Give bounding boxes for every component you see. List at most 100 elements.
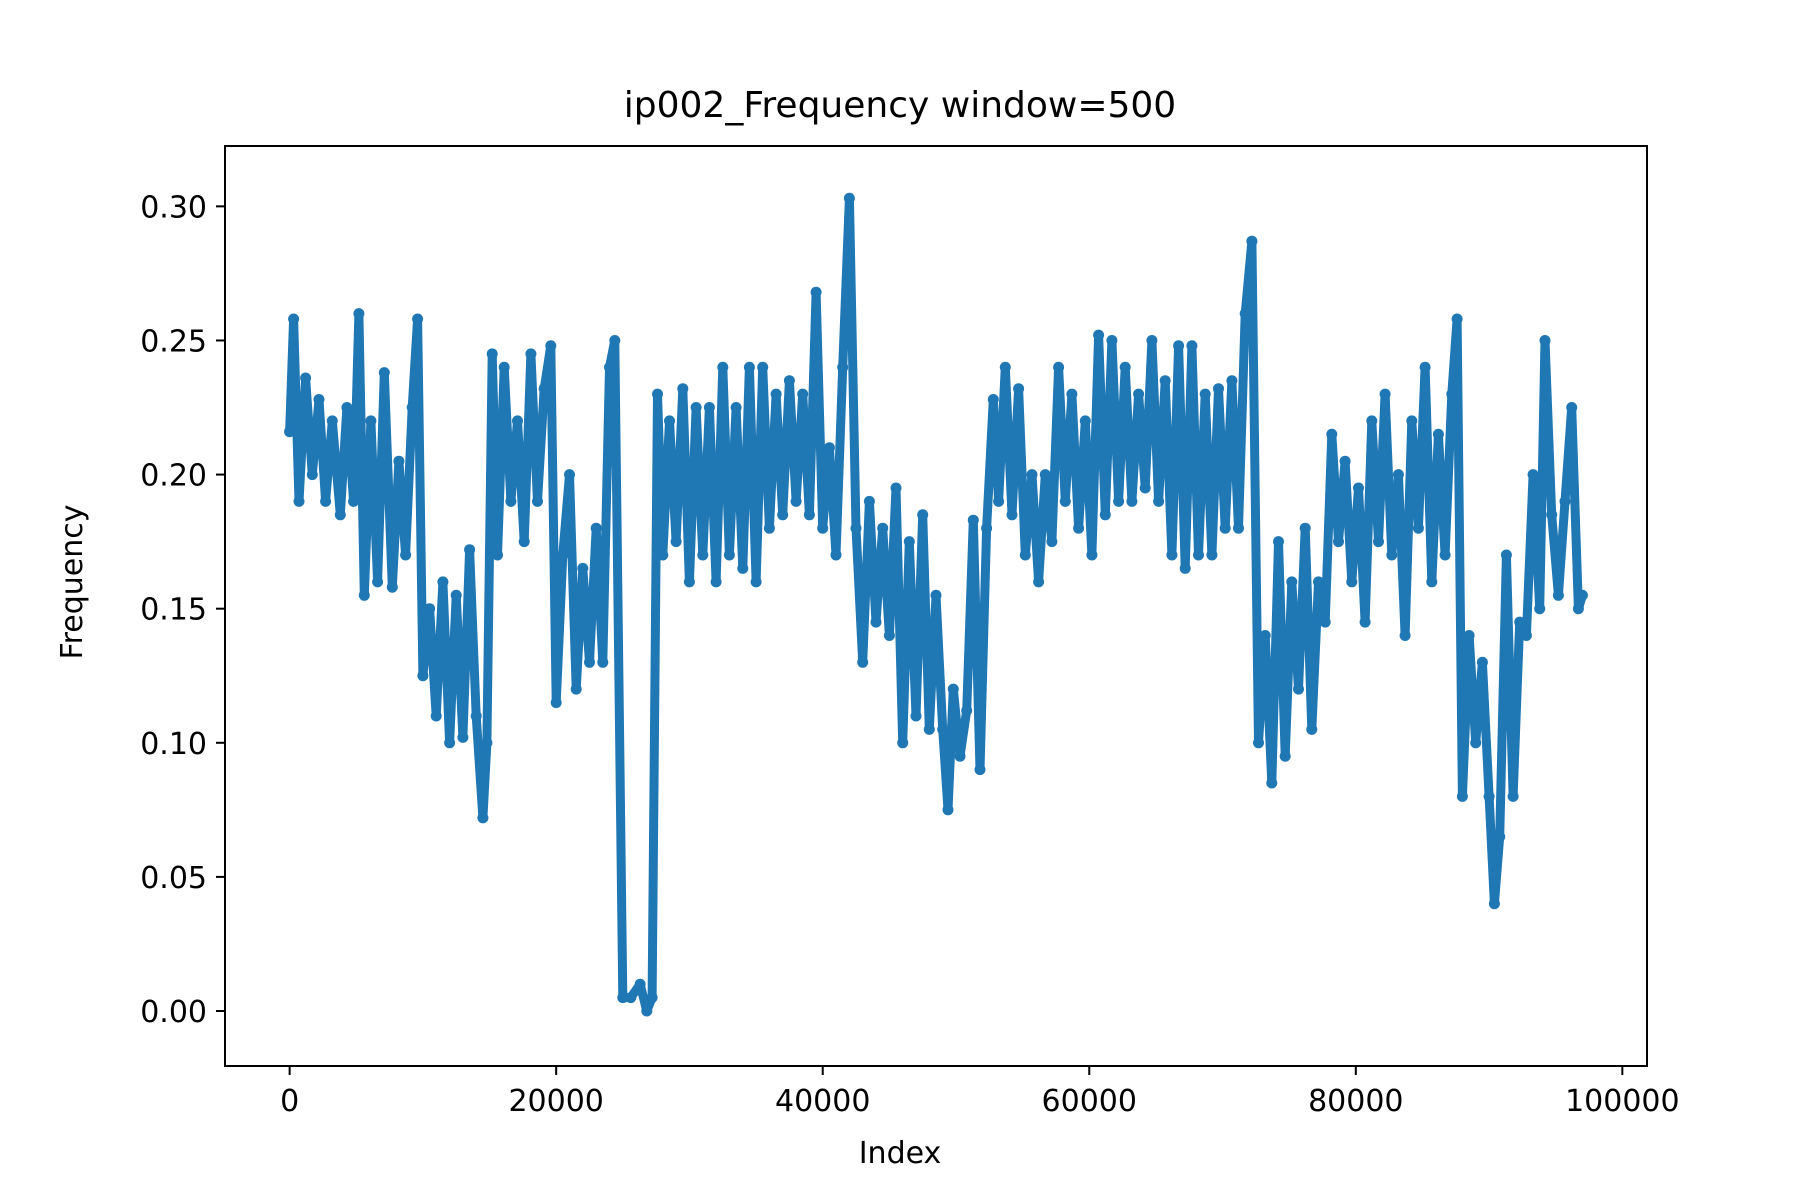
data-point bbox=[657, 549, 669, 561]
y-axis-label: Frequency bbox=[55, 505, 90, 660]
data-point bbox=[1093, 329, 1105, 341]
data-point bbox=[1099, 509, 1111, 521]
data-point bbox=[870, 616, 882, 628]
data-point bbox=[1166, 549, 1178, 561]
data-point bbox=[993, 495, 1005, 507]
data-point bbox=[1126, 495, 1138, 507]
data-point bbox=[1053, 361, 1065, 373]
data-point bbox=[777, 509, 789, 521]
data-point bbox=[353, 308, 365, 320]
data-point bbox=[670, 536, 682, 548]
data-point bbox=[923, 723, 935, 735]
data-point bbox=[492, 549, 503, 561]
chart-title: ip002_Frequency window=500 bbox=[624, 85, 1176, 126]
data-point bbox=[1179, 562, 1191, 574]
data-point bbox=[378, 367, 390, 379]
data-point bbox=[683, 576, 695, 588]
data-series-markers bbox=[284, 192, 1588, 1017]
data-point bbox=[457, 731, 469, 743]
data-point bbox=[1119, 361, 1131, 373]
data-point bbox=[424, 603, 436, 615]
data-point bbox=[1046, 536, 1058, 548]
data-point bbox=[877, 522, 889, 534]
data-point bbox=[1514, 616, 1526, 628]
data-point bbox=[690, 402, 702, 413]
data-point bbox=[1392, 469, 1404, 481]
data-point bbox=[320, 495, 332, 507]
data-point bbox=[817, 522, 829, 534]
data-point bbox=[823, 442, 835, 454]
data-point bbox=[1507, 790, 1519, 802]
data-point bbox=[1073, 522, 1085, 534]
plot-frame bbox=[224, 145, 1648, 1067]
data-point bbox=[697, 549, 709, 561]
data-point bbox=[677, 383, 689, 395]
data-point bbox=[1451, 313, 1463, 325]
data-point bbox=[300, 372, 312, 384]
data-point bbox=[1520, 630, 1532, 641]
data-point bbox=[1059, 495, 1071, 507]
data-point bbox=[730, 402, 742, 413]
data-point bbox=[365, 415, 377, 427]
data-point bbox=[288, 313, 300, 325]
data-point bbox=[1173, 340, 1185, 352]
data-point bbox=[1386, 549, 1398, 561]
data-point bbox=[1193, 549, 1204, 561]
data-point bbox=[1213, 383, 1224, 395]
data-point bbox=[652, 388, 663, 400]
data-point bbox=[584, 656, 595, 668]
data-point bbox=[961, 705, 973, 717]
data-point bbox=[1019, 549, 1031, 561]
data-point bbox=[757, 361, 769, 373]
data-point bbox=[1572, 603, 1584, 615]
data-point bbox=[393, 455, 405, 467]
data-point bbox=[1206, 549, 1218, 561]
data-point bbox=[646, 992, 658, 1004]
data-point bbox=[1470, 737, 1482, 749]
data-point bbox=[803, 509, 815, 521]
data-point bbox=[1219, 522, 1231, 534]
data-point bbox=[634, 978, 646, 990]
data-point bbox=[947, 683, 959, 695]
data-point bbox=[1273, 536, 1284, 548]
data-point bbox=[1293, 683, 1304, 695]
x-tick-label: 20000 bbox=[508, 1084, 603, 1119]
data-point bbox=[1456, 790, 1468, 802]
data-point bbox=[837, 361, 849, 373]
data-point bbox=[512, 415, 523, 427]
data-point bbox=[1566, 402, 1578, 413]
data-point bbox=[577, 562, 589, 574]
data-point bbox=[1463, 630, 1475, 641]
data-point bbox=[717, 361, 729, 373]
data-point bbox=[284, 426, 296, 438]
data-point bbox=[293, 495, 305, 507]
data-point bbox=[430, 710, 442, 722]
data-point bbox=[903, 536, 915, 548]
data-point bbox=[1534, 603, 1546, 615]
data-point bbox=[1488, 898, 1500, 910]
data-point bbox=[525, 348, 537, 360]
data-point bbox=[942, 804, 954, 816]
data-point bbox=[737, 562, 749, 574]
data-point bbox=[1419, 361, 1431, 373]
data-point bbox=[1199, 388, 1211, 400]
data-point bbox=[1339, 455, 1351, 467]
data-point bbox=[790, 495, 802, 507]
data-point bbox=[341, 402, 353, 413]
data-point bbox=[486, 348, 498, 360]
x-tick-label: 60000 bbox=[1042, 1084, 1137, 1119]
data-point bbox=[348, 495, 360, 507]
data-point bbox=[967, 514, 979, 526]
data-point bbox=[564, 469, 575, 481]
data-point bbox=[550, 697, 562, 709]
data-point bbox=[937, 723, 949, 735]
data-point bbox=[1446, 388, 1458, 400]
data-point bbox=[481, 737, 493, 749]
data-point bbox=[306, 469, 318, 481]
data-point bbox=[857, 656, 869, 668]
data-point bbox=[1527, 469, 1539, 481]
data-point bbox=[1033, 576, 1045, 588]
data-point bbox=[1006, 509, 1018, 521]
data-point bbox=[372, 576, 384, 588]
data-point bbox=[810, 286, 822, 298]
